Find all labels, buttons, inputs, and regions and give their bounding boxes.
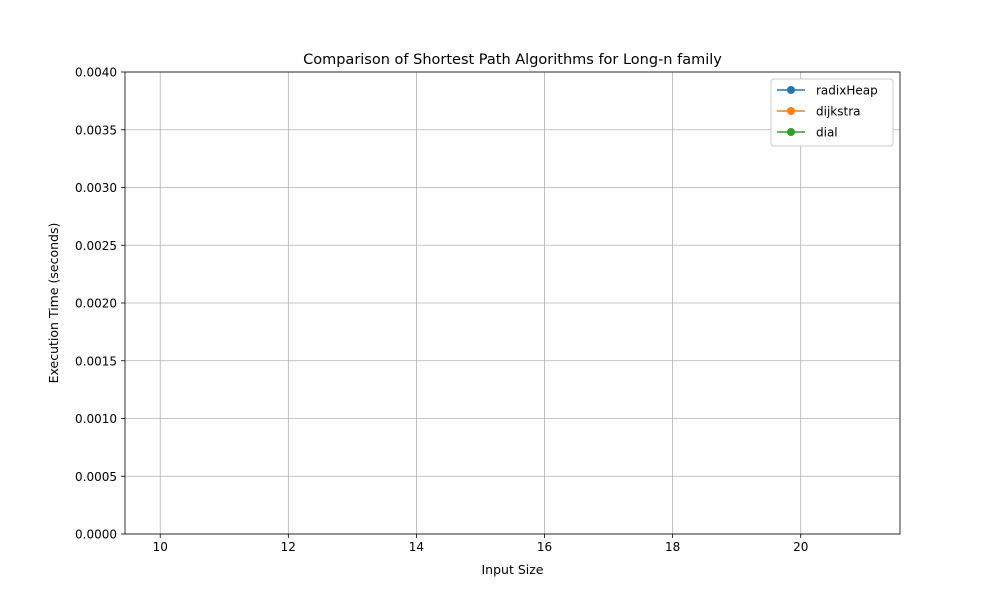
legend-label: radixHeap bbox=[816, 84, 878, 98]
chart-title: Comparison of Shortest Path Algorithms f… bbox=[303, 52, 722, 68]
y-tick-label: 0.0040 bbox=[75, 66, 117, 80]
x-tick-label: 18 bbox=[665, 540, 680, 554]
y-tick-label: 0.0015 bbox=[75, 354, 117, 368]
y-tick-label: 0.0005 bbox=[75, 470, 117, 484]
legend-label: dial bbox=[816, 126, 838, 140]
legend-marker bbox=[787, 86, 795, 94]
x-tick-label: 14 bbox=[409, 540, 424, 554]
y-axis-label: Execution Time (seconds) bbox=[46, 223, 61, 384]
x-tick-label: 10 bbox=[153, 540, 168, 554]
y-tick-label: 0.0030 bbox=[75, 181, 117, 195]
legend: radixHeap dijkstra dial bbox=[770, 78, 894, 147]
y-tick-label: 0.0035 bbox=[75, 123, 117, 137]
legend-box bbox=[770, 78, 894, 147]
legend-marker bbox=[787, 128, 795, 136]
y-tick-label: 0.0010 bbox=[75, 412, 117, 426]
plot-frame bbox=[124, 71, 901, 535]
x-tick-label: 12 bbox=[281, 540, 296, 554]
legend-label: dijkstra bbox=[816, 105, 860, 119]
y-tick-label: 0.0025 bbox=[75, 239, 117, 253]
ticks: 10 12 14 16 18 20 0.0000 0.0005 0.0010 0.0015 0.00… bbox=[75, 66, 808, 555]
x-tick-label: 16 bbox=[537, 540, 552, 554]
legend-marker bbox=[787, 107, 795, 115]
y-tick-label: 0.0000 bbox=[75, 528, 117, 542]
x-tick-label: 20 bbox=[793, 540, 808, 554]
y-tick-label: 0.0020 bbox=[75, 297, 117, 311]
x-axis-label: Input Size bbox=[482, 562, 544, 577]
